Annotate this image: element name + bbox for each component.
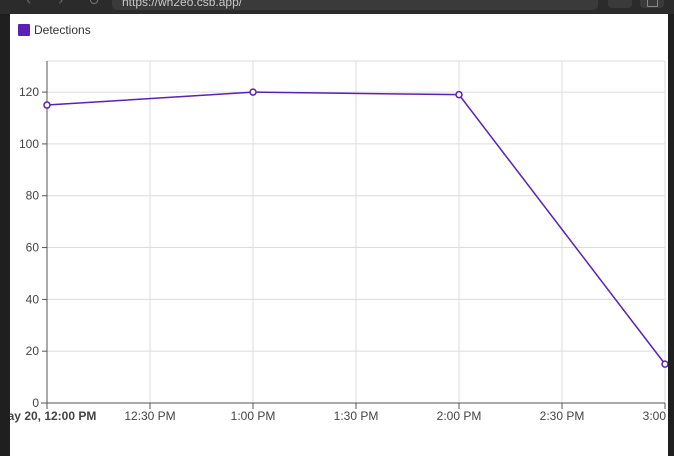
x-tick-label: May 20, 12:00 PM [10, 409, 96, 423]
forward-icon[interactable]: › [58, 0, 64, 9]
y-tick-label: 100 [19, 137, 39, 151]
y-tick-label: 120 [19, 85, 39, 99]
extensions-button[interactable] [608, 0, 632, 8]
browser-toolbar: ‹ › ↻ https://wh2eo.csb.app/ [0, 0, 674, 14]
y-tick-label: 20 [26, 344, 40, 358]
x-tick-label: 2:30 PM [540, 409, 585, 423]
y-tick-label: 60 [26, 241, 40, 255]
line-chart: 0 20 40 60 80 100 120 May 20, 12:00 PM 12:30 PM 1… [10, 60, 668, 423]
x-tick-label: 2:00 PM [437, 409, 482, 423]
x-tick-label: 12:30 PM [124, 409, 175, 423]
url-text: https://wh2eo.csb.app/ [122, 0, 243, 9]
reload-icon[interactable]: ↻ [88, 0, 100, 9]
y-tick-label: 0 [32, 396, 39, 410]
legend-swatch [18, 24, 30, 36]
chart-panel: Detections 0 20 40 60 80 100 120 May 20, 12:00 … [10, 14, 668, 456]
legend-label: Detections [34, 23, 91, 37]
data-point [43, 101, 51, 109]
data-point [249, 88, 257, 96]
series-line [46, 91, 666, 365]
data-point [455, 90, 463, 99]
x-tick-label: 3:00 PM [643, 409, 668, 423]
window-button[interactable] [640, 0, 664, 8]
y-tick-label: 40 [26, 292, 40, 306]
x-tick-label: 1:30 PM [334, 409, 379, 423]
address-bar[interactable]: https://wh2eo.csb.app/ [112, 0, 598, 10]
data-point [661, 360, 668, 368]
back-icon[interactable]: ‹ [26, 0, 32, 9]
x-tick-label: 1:00 PM [231, 409, 276, 423]
y-tick-label: 80 [26, 189, 40, 203]
legend[interactable]: Detections [18, 23, 91, 37]
